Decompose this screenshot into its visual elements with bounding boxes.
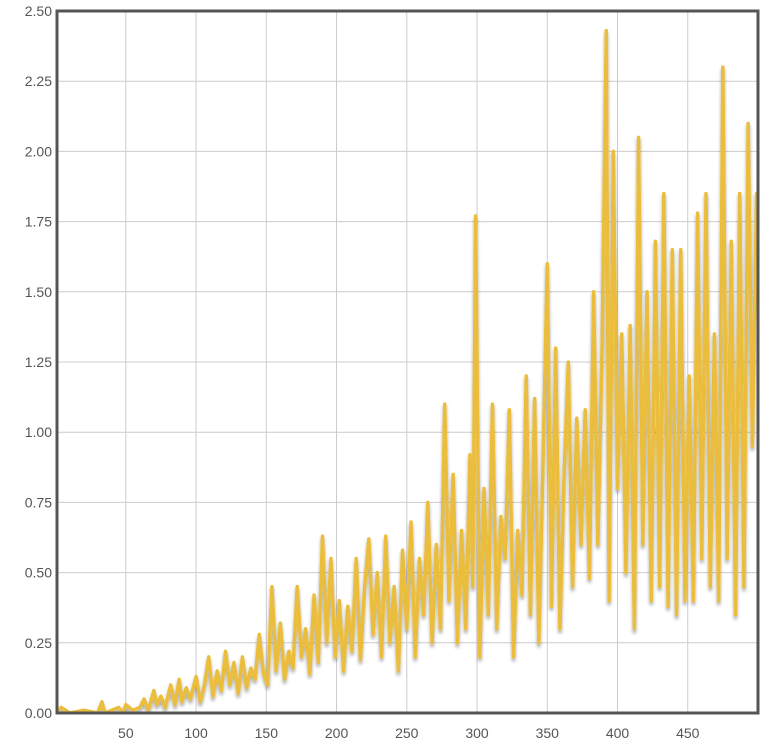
series-line — [57, 28, 758, 713]
y-tick-label: 1.75 — [25, 214, 52, 230]
y-tick-label: 0.50 — [25, 565, 52, 581]
x-tick-label: 400 — [606, 725, 630, 741]
x-tick-label: 50 — [118, 725, 134, 741]
plot-frame — [55, 9, 760, 715]
y-tick-label: 0.75 — [25, 494, 52, 510]
y-tick-label: 1.25 — [25, 354, 52, 370]
y-tick-label: 1.00 — [25, 424, 52, 440]
y-tick-label: 2.00 — [25, 143, 52, 159]
x-tick-label: 200 — [325, 725, 349, 741]
x-tick-label: 300 — [465, 725, 489, 741]
y-tick-label: 2.50 — [25, 3, 52, 19]
x-tick-label: 350 — [536, 725, 560, 741]
x-tick-label: 100 — [184, 725, 208, 741]
y-axis-tick-labels: 0.00 0.25 0.50 0.75 1.00 1.25 1.50 1.75 2.00 2.25… — [25, 3, 52, 721]
x-tick-label: 250 — [395, 725, 419, 741]
x-tick-label: 450 — [676, 725, 700, 741]
x-axis-tick-labels: 50 100 150 200 250 300 350 400 450 — [118, 725, 700, 741]
y-tick-label: 2.25 — [25, 73, 52, 89]
series-layer — [57, 28, 758, 713]
y-tick-label: 0.25 — [25, 635, 52, 651]
y-tick-label: 1.50 — [25, 284, 52, 300]
x-tick-label: 150 — [255, 725, 279, 741]
y-tick-label: 0.00 — [25, 705, 52, 721]
